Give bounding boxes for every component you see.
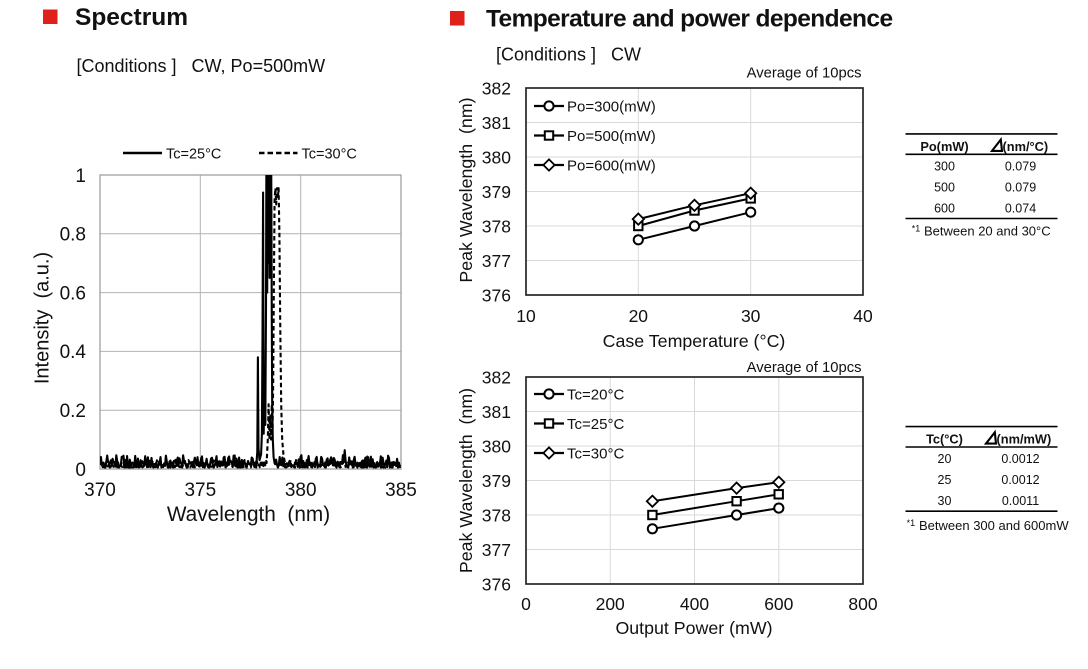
svg-text:Case Temperature (°C): Case Temperature (°C)	[603, 331, 786, 351]
svg-text:20: 20	[938, 452, 952, 466]
svg-text:Intensity (a.u.): Intensity (a.u.)	[32, 252, 54, 384]
svg-text:(nm/°C): (nm/°C)	[1003, 139, 1049, 154]
svg-text:600: 600	[764, 594, 793, 614]
svg-text:0.6: 0.6	[60, 283, 86, 304]
svg-text:380: 380	[285, 480, 317, 501]
svg-text:Tc=30°C: Tc=30°C	[302, 147, 357, 163]
svg-text:30: 30	[938, 494, 952, 508]
svg-text:300: 300	[934, 160, 955, 174]
svg-text:0.079: 0.079	[1005, 181, 1036, 195]
svg-text:*1: *1	[912, 224, 921, 234]
svg-text:0.2: 0.2	[60, 401, 86, 422]
svg-text:(nm/mW): (nm/mW)	[997, 432, 1052, 447]
svg-text:500: 500	[934, 181, 955, 195]
svg-text:0.0011: 0.0011	[1002, 494, 1039, 508]
svg-text:378: 378	[482, 216, 511, 236]
svg-text:376: 376	[482, 285, 511, 305]
svg-text:*1: *1	[907, 518, 916, 528]
svg-text:382: 382	[482, 367, 511, 387]
svg-text:Tc=30°C: Tc=30°C	[567, 446, 624, 463]
svg-text:Po=600(mW): Po=600(mW)	[567, 158, 656, 175]
svg-text:Tc=20°C: Tc=20°C	[567, 387, 624, 404]
svg-text:600: 600	[934, 202, 955, 216]
svg-text:382: 382	[482, 78, 511, 98]
svg-text:1: 1	[75, 166, 86, 187]
svg-text:Tc(°C): Tc(°C)	[926, 432, 963, 447]
svg-text:378: 378	[482, 505, 511, 525]
svg-text:0: 0	[75, 460, 86, 481]
svg-text:Average of 10pcs: Average of 10pcs	[747, 360, 862, 376]
svg-text:380: 380	[482, 147, 511, 167]
svg-text:380: 380	[482, 436, 511, 456]
svg-text:Po(mW): Po(mW)	[920, 139, 968, 154]
svg-text:40: 40	[853, 306, 873, 326]
svg-text:[Conditions ] CW: [Conditions ] CW	[496, 45, 641, 65]
svg-text:0: 0	[521, 594, 531, 614]
svg-text:Temperature and power dependen: Temperature and power dependence	[486, 6, 892, 33]
svg-text:Peak Wavelength (nm): Peak Wavelength (nm)	[456, 388, 476, 573]
svg-text:376: 376	[482, 574, 511, 594]
svg-text:Between 300 and 600mW: Between 300 and 600mW	[919, 518, 1069, 533]
svg-text:377: 377	[482, 251, 511, 271]
svg-text:381: 381	[482, 113, 511, 133]
svg-text:Spectrum: Spectrum	[75, 4, 188, 31]
svg-text:Wavelength (nm): Wavelength (nm)	[167, 503, 330, 526]
svg-text:0.079: 0.079	[1005, 160, 1036, 174]
svg-text:0.074: 0.074	[1005, 202, 1036, 216]
svg-text:Tc=25°C: Tc=25°C	[166, 147, 221, 163]
svg-text:385: 385	[385, 480, 417, 501]
svg-text:0.0012: 0.0012	[1001, 452, 1039, 466]
svg-text:Peak Wavelength (nm): Peak Wavelength (nm)	[456, 97, 476, 282]
svg-text:Po=300(mW): Po=300(mW)	[567, 99, 656, 116]
svg-text:Output Power (mW): Output Power (mW)	[615, 618, 772, 638]
svg-text:30: 30	[741, 306, 761, 326]
svg-text:[Conditions ] CW, Po=500mW: [Conditions ] CW, Po=500mW	[77, 56, 326, 76]
svg-text:200: 200	[596, 594, 625, 614]
svg-text:Po=500(mW): Po=500(mW)	[567, 128, 656, 145]
svg-text:0.0012: 0.0012	[1001, 473, 1039, 487]
svg-text:800: 800	[848, 594, 877, 614]
svg-text:25: 25	[938, 473, 952, 487]
svg-text:379: 379	[482, 182, 511, 202]
svg-text:Between 20 and 30°C: Between 20 and 30°C	[924, 224, 1051, 239]
svg-text:0.8: 0.8	[60, 225, 86, 246]
svg-text:379: 379	[482, 471, 511, 491]
svg-text:370: 370	[84, 480, 116, 501]
svg-text:377: 377	[482, 540, 511, 560]
svg-text:375: 375	[184, 480, 216, 501]
svg-text:20: 20	[629, 306, 649, 326]
svg-text:Average of 10pcs: Average of 10pcs	[747, 66, 862, 82]
svg-text:10: 10	[516, 306, 536, 326]
svg-text:Tc=25°C: Tc=25°C	[567, 416, 624, 433]
svg-text:400: 400	[680, 594, 709, 614]
svg-text:0.4: 0.4	[60, 342, 87, 363]
svg-text:381: 381	[482, 402, 511, 422]
